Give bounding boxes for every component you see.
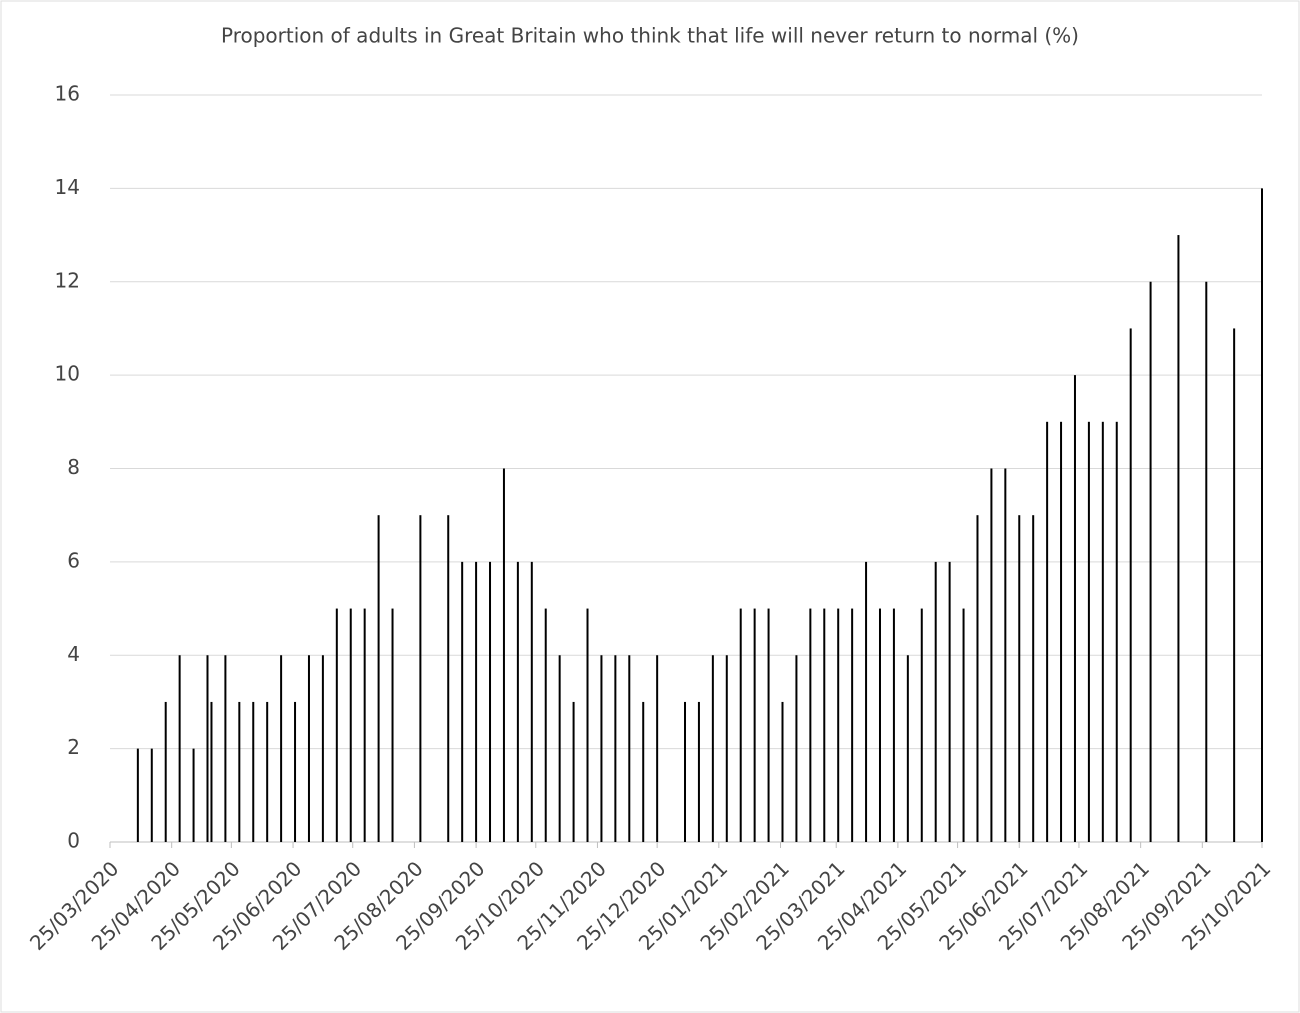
bar [739, 608, 742, 842]
bar [558, 655, 561, 842]
bar [586, 608, 589, 842]
bar [865, 561, 868, 842]
bar [377, 515, 380, 842]
bar [164, 701, 167, 842]
bar [1018, 515, 1021, 842]
bar [1261, 188, 1263, 842]
bar [136, 748, 139, 842]
chart-title: Proportion of adults in Great Britain wh… [221, 24, 1079, 48]
bar [920, 608, 923, 842]
bar [1032, 515, 1035, 842]
y-tick-label: 0 [67, 829, 80, 853]
y-tick-label: 8 [67, 455, 80, 479]
bar [363, 608, 366, 842]
bar [962, 608, 965, 842]
y-tick-label: 2 [67, 735, 80, 759]
bar [572, 701, 575, 842]
bar [781, 701, 784, 842]
bar [697, 701, 700, 842]
bar [178, 655, 181, 842]
bar [642, 701, 645, 842]
bar [321, 655, 324, 842]
bar [851, 608, 854, 842]
bar [767, 608, 770, 842]
bar [628, 655, 631, 842]
bar [238, 701, 241, 842]
bar [544, 608, 547, 842]
bar [1073, 375, 1076, 842]
bar [307, 655, 310, 842]
bar [206, 655, 209, 842]
bar [1149, 281, 1152, 842]
bar [530, 561, 533, 842]
bar [892, 608, 895, 842]
bar [447, 515, 450, 842]
bar [461, 561, 464, 842]
bar [1101, 421, 1104, 842]
bar [948, 561, 951, 842]
bar [335, 608, 338, 842]
bar [192, 748, 195, 842]
bar [516, 561, 519, 842]
bar [294, 701, 297, 842]
bar [266, 701, 269, 842]
bar [1177, 235, 1180, 842]
bar [809, 608, 812, 842]
bar [837, 608, 840, 842]
y-tick-label: 14 [55, 175, 80, 199]
bar [349, 608, 352, 842]
bar [711, 655, 714, 842]
bar [475, 561, 478, 842]
bar [1004, 468, 1007, 842]
bar [1046, 421, 1049, 842]
bar [1087, 421, 1090, 842]
bar [210, 701, 213, 842]
bar [976, 515, 979, 842]
bar [878, 608, 881, 842]
bar [391, 608, 394, 842]
bar [823, 608, 826, 842]
bar [489, 561, 492, 842]
bar [990, 468, 993, 842]
bar [600, 655, 603, 842]
bar [224, 655, 227, 842]
y-tick-label: 4 [67, 642, 80, 666]
bar [684, 701, 687, 842]
y-tick-label: 10 [55, 362, 80, 386]
bar [656, 655, 659, 842]
bar [502, 468, 505, 842]
bar [753, 608, 756, 842]
bar [1060, 421, 1063, 842]
bar [725, 655, 728, 842]
bar [1115, 421, 1118, 842]
y-tick-label: 16 [55, 82, 80, 106]
bar [1233, 328, 1236, 842]
bar [419, 515, 422, 842]
bar [906, 655, 909, 842]
bar [1129, 328, 1132, 842]
y-tick-label: 6 [67, 548, 80, 572]
bar [614, 655, 617, 842]
bar [280, 655, 283, 842]
bar [1205, 281, 1208, 842]
y-tick-label: 12 [55, 268, 80, 292]
bar [934, 561, 937, 842]
bar [252, 701, 255, 842]
bar [150, 748, 153, 842]
bar [795, 655, 798, 842]
